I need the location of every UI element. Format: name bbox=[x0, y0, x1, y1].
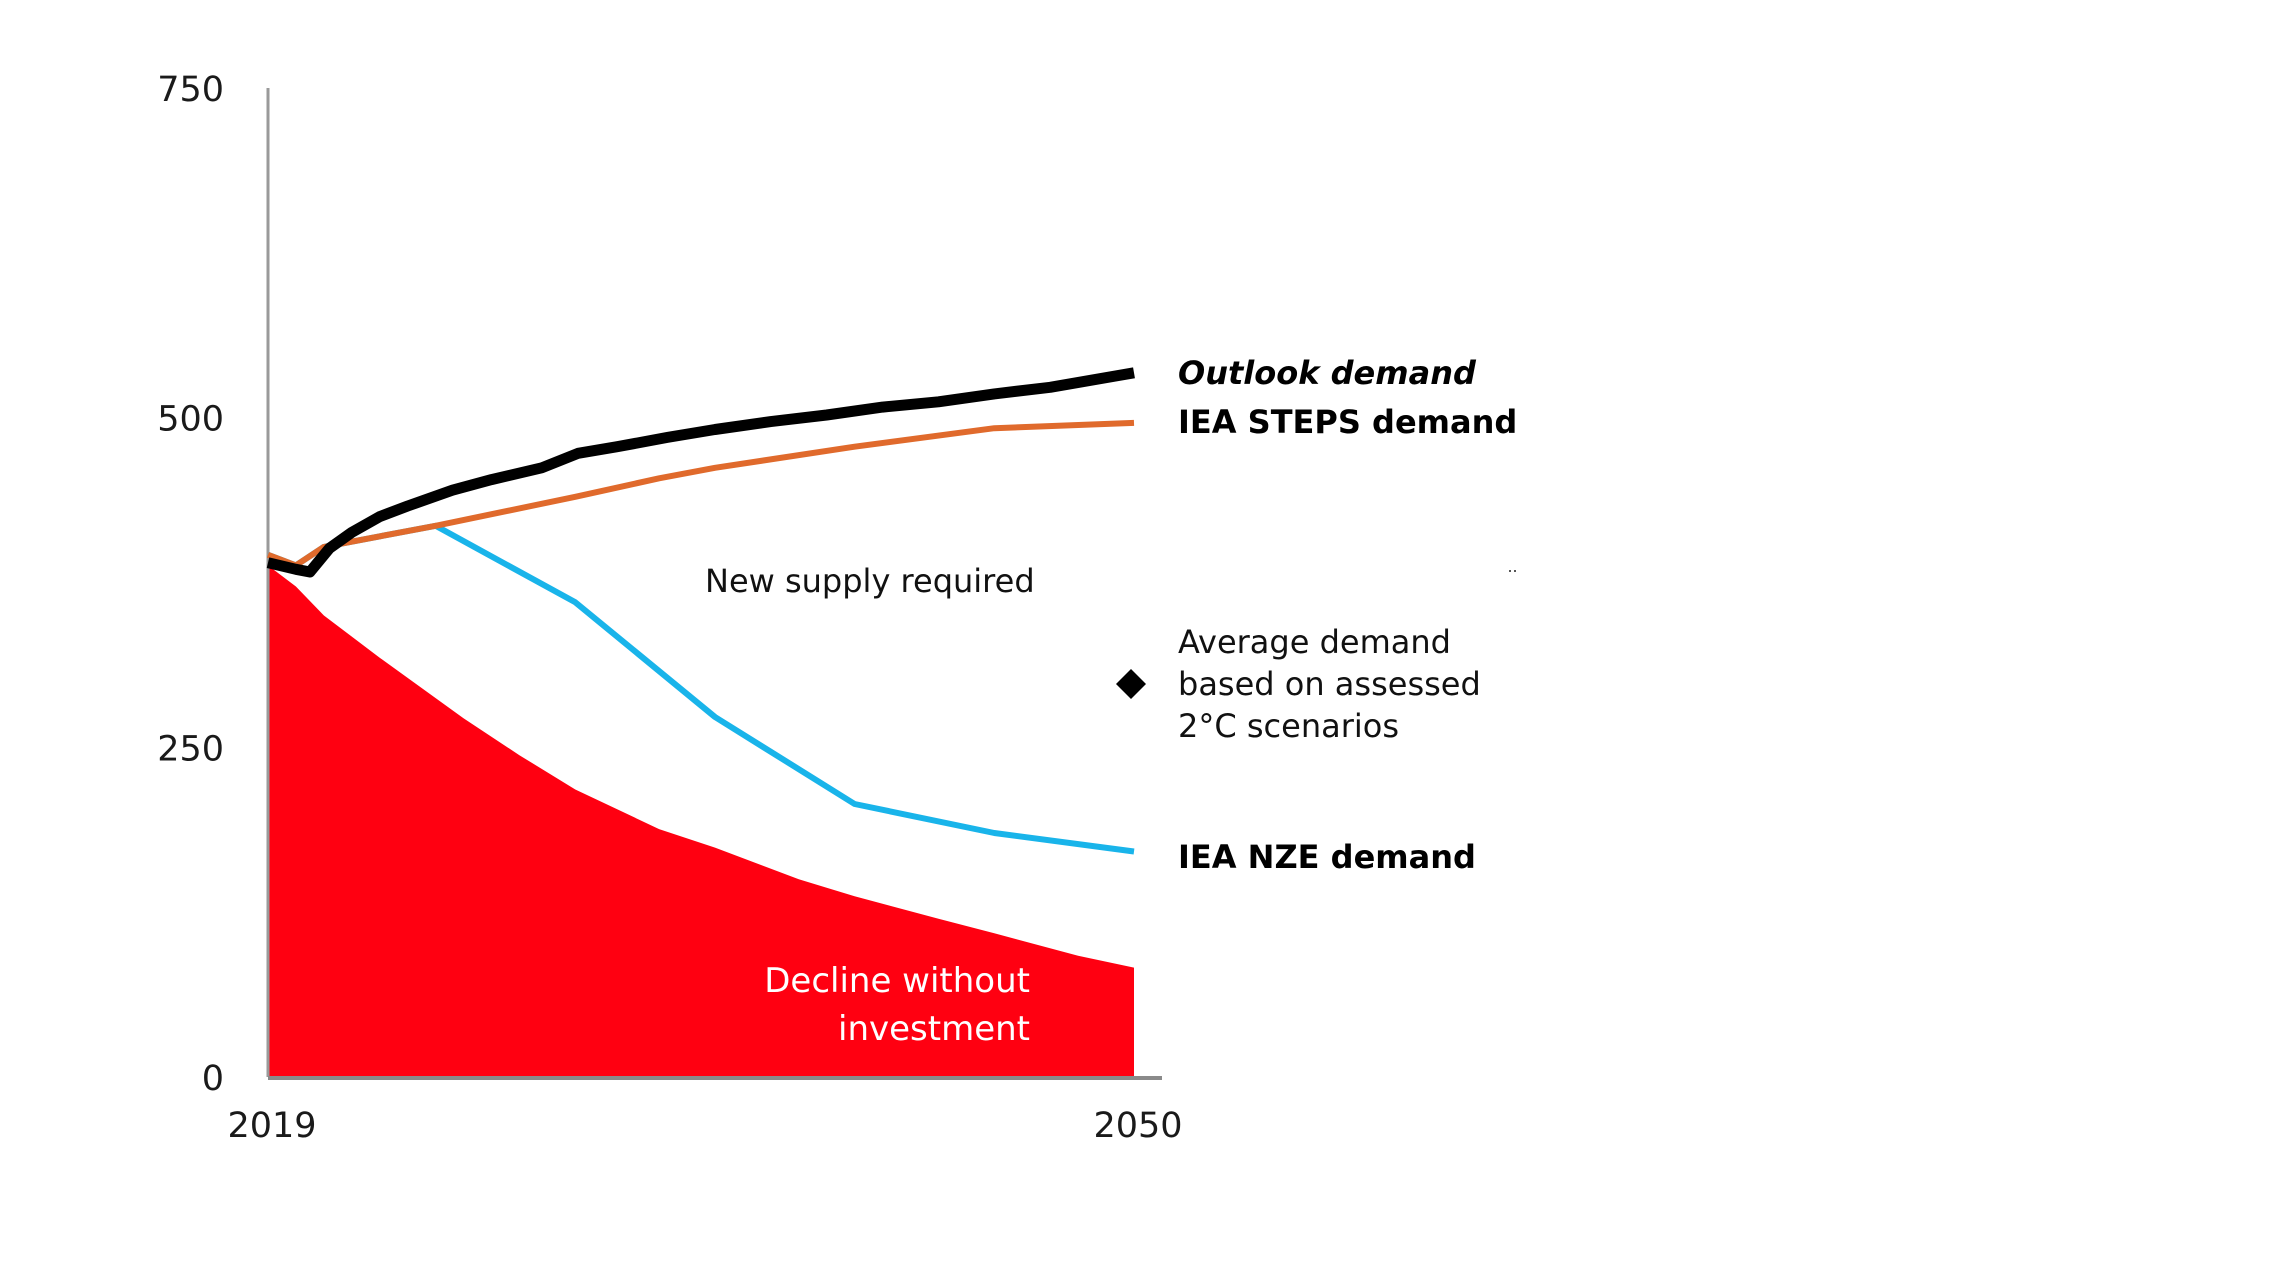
stray-dot bbox=[1514, 570, 1516, 572]
x-tick-label: 2019 bbox=[227, 1106, 316, 1146]
annotation-new-supply: New supply required bbox=[705, 562, 1035, 600]
marker-layer bbox=[1116, 669, 1146, 700]
line-layer bbox=[266, 367, 1135, 855]
area-label-decline-line-1: Decline without bbox=[764, 961, 1030, 1001]
y-tick-label: 500 bbox=[157, 400, 224, 440]
y-tick-label: 250 bbox=[157, 729, 224, 769]
x-tick-label: 2050 bbox=[1093, 1106, 1182, 1146]
series-label-steps: IEA STEPS demand bbox=[1178, 403, 1517, 441]
stray-dot bbox=[1509, 570, 1511, 572]
series-label-outlook: Outlook demand bbox=[1178, 354, 1477, 392]
diamond-marker-avg-demand bbox=[1116, 669, 1146, 700]
stray-dots bbox=[1509, 570, 1516, 572]
area-label-decline-line-2: investment bbox=[838, 1009, 1030, 1049]
avg-demand-label-line-3: 2°C scenarios bbox=[1178, 707, 1399, 745]
y-tick-label: 750 bbox=[157, 70, 224, 110]
x-tick-labels: 2019 2050 bbox=[227, 1106, 1182, 1146]
area-decline-without-investment bbox=[268, 565, 1134, 1077]
avg-demand-label-line-1: Average demand bbox=[1178, 623, 1451, 661]
y-tick-labels: 0 250 500 750 bbox=[157, 70, 224, 1099]
axes bbox=[266, 88, 1162, 1080]
line-iea-steps-demand bbox=[266, 419, 1135, 569]
avg-demand-label-line-2: based on assessed bbox=[1178, 665, 1481, 703]
area-layer bbox=[268, 565, 1134, 1077]
y-tick-label: 0 bbox=[202, 1059, 224, 1099]
line-outlook-demand bbox=[266, 367, 1135, 578]
series-label-nze: IEA NZE demand bbox=[1178, 838, 1476, 876]
